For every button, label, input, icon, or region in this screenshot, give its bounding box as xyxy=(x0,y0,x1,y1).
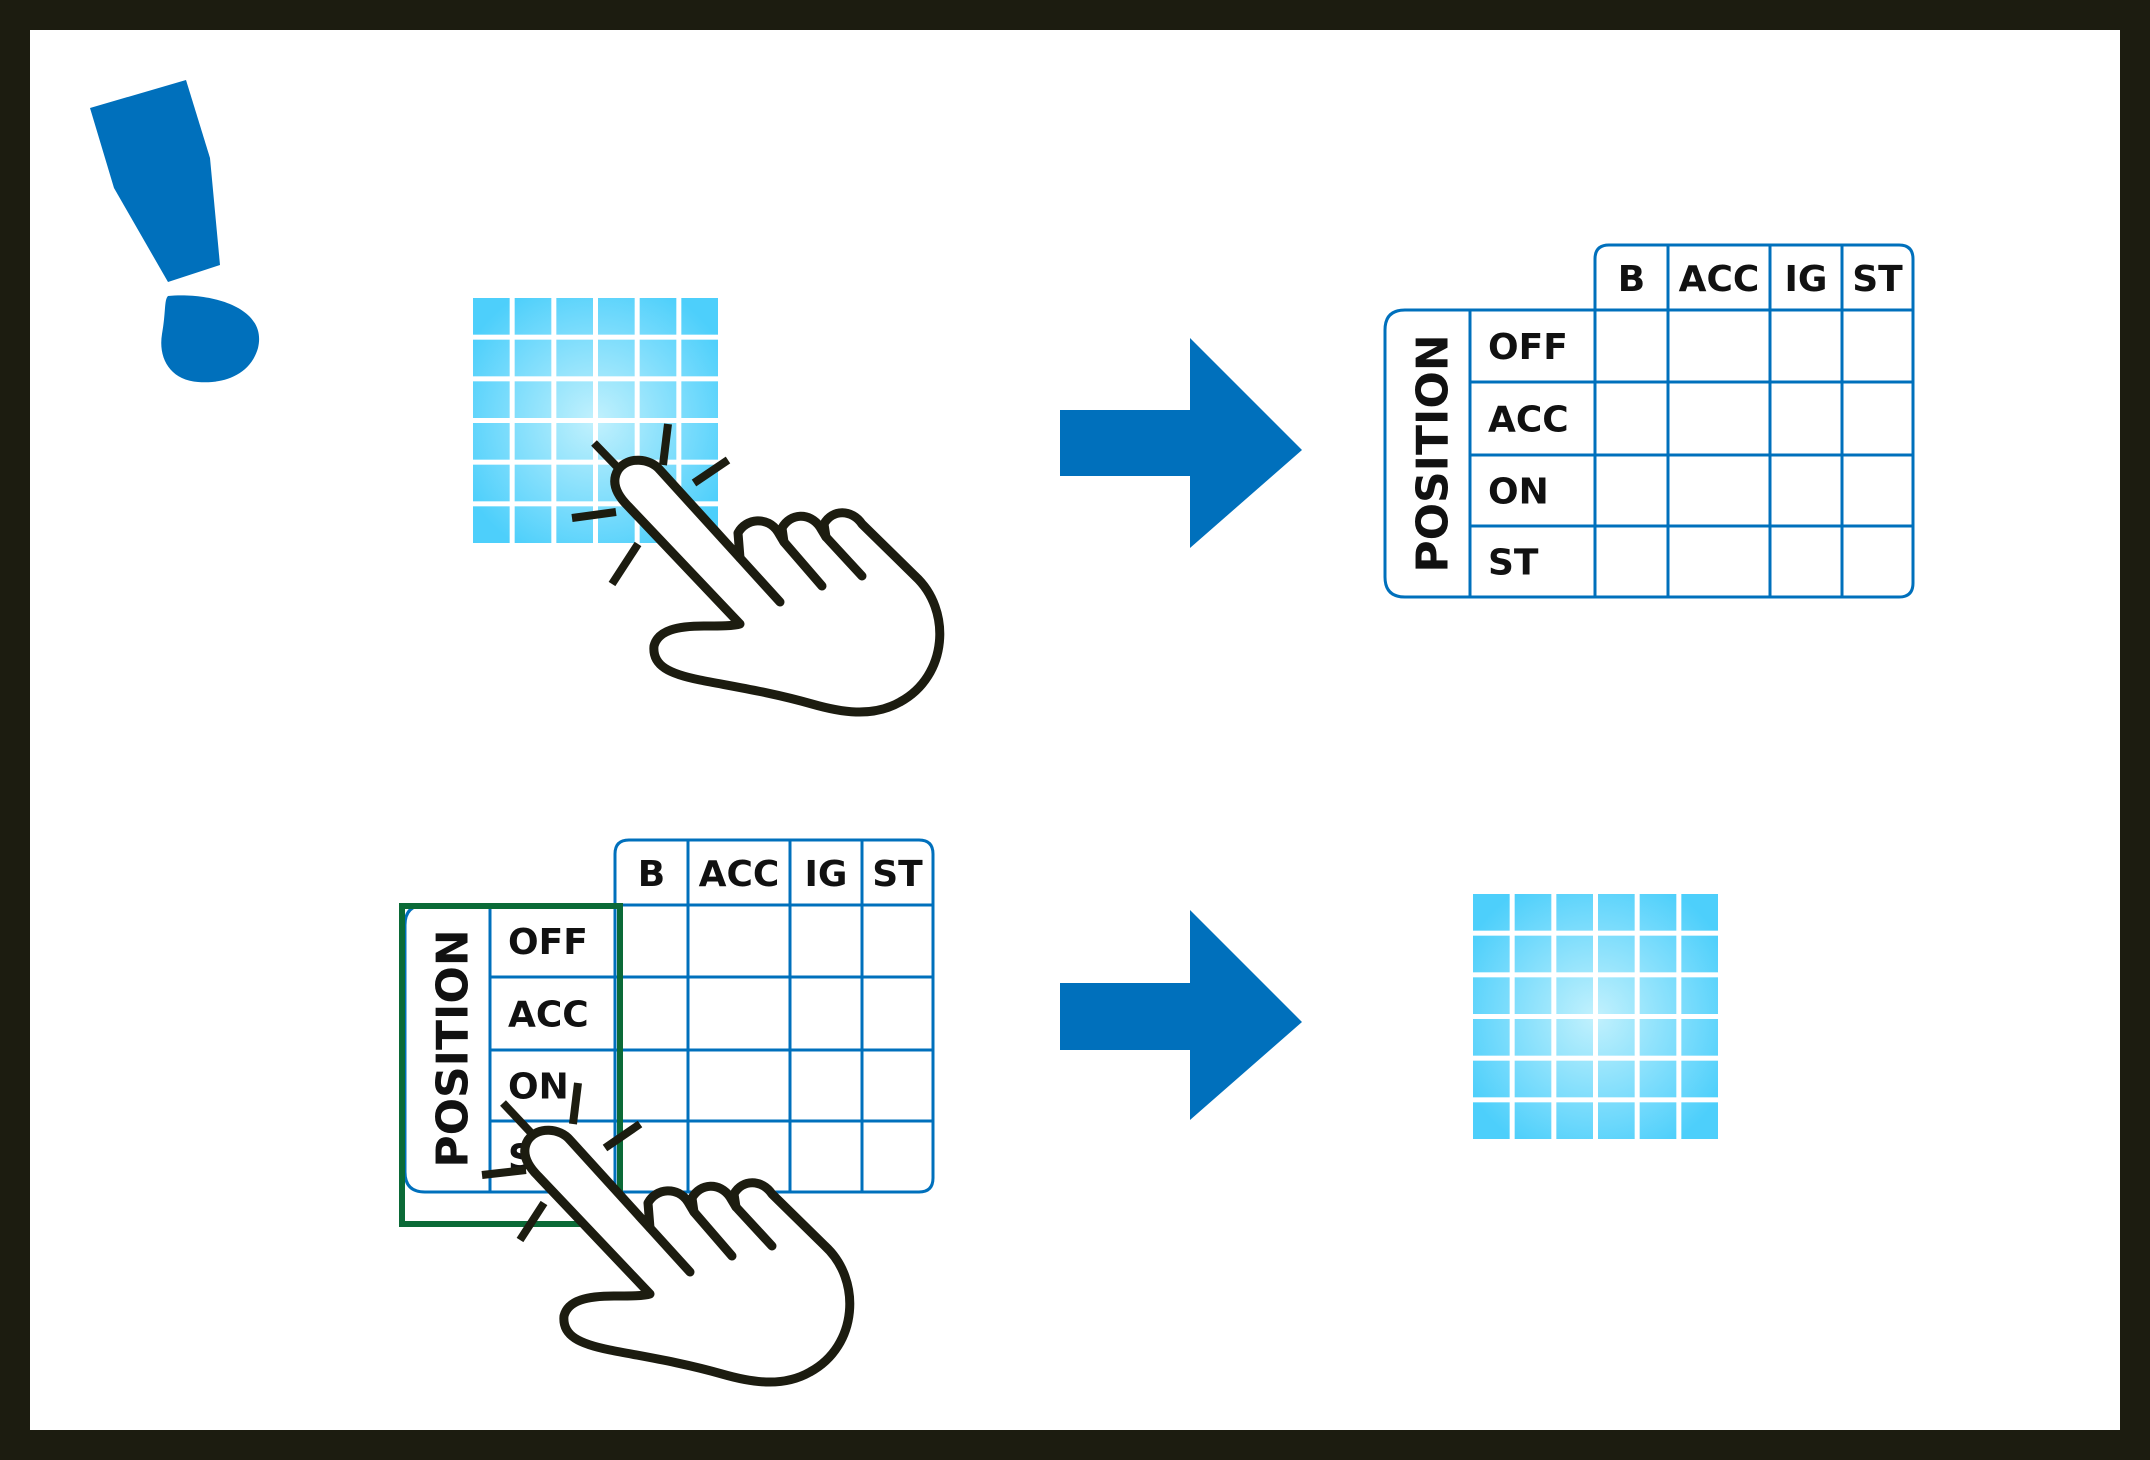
row-label: ON xyxy=(508,1067,569,1108)
column-header: IG xyxy=(1785,259,1828,300)
tile-grid-icon xyxy=(1473,894,1718,1139)
column-header: ACC xyxy=(1679,259,1760,300)
row-label: ST xyxy=(1488,543,1539,584)
row-label: OFF xyxy=(508,922,588,963)
position-highlight-frame[interactable] xyxy=(399,903,623,1227)
row-group-label: POSITION xyxy=(428,929,479,1167)
column-header: B xyxy=(1618,259,1645,300)
row-label: OFF xyxy=(1488,327,1568,368)
tap-lines xyxy=(481,1082,643,1243)
column-header: ACC xyxy=(699,854,780,895)
row-label: ON xyxy=(1488,472,1549,513)
column-header: ST xyxy=(872,854,923,895)
row-label: ACC xyxy=(508,995,589,1036)
arrow-right-icon xyxy=(1060,338,1302,548)
table-top: B ACC IG ST OFF ACC ON ST POSITION xyxy=(1383,243,1915,599)
arrow-right-icon xyxy=(1060,910,1302,1120)
row-label: ACC xyxy=(1488,400,1569,441)
tap-lines xyxy=(571,423,731,587)
column-header: IG xyxy=(805,854,848,895)
column-header: ST xyxy=(1852,259,1903,300)
exclamation-icon xyxy=(90,80,260,383)
row-group-label: POSITION xyxy=(1408,334,1459,572)
tap-hand-icon xyxy=(615,460,940,712)
step1-menu-tap xyxy=(473,298,940,712)
column-header: B xyxy=(638,854,665,895)
tile-grid-icon[interactable] xyxy=(473,298,718,543)
